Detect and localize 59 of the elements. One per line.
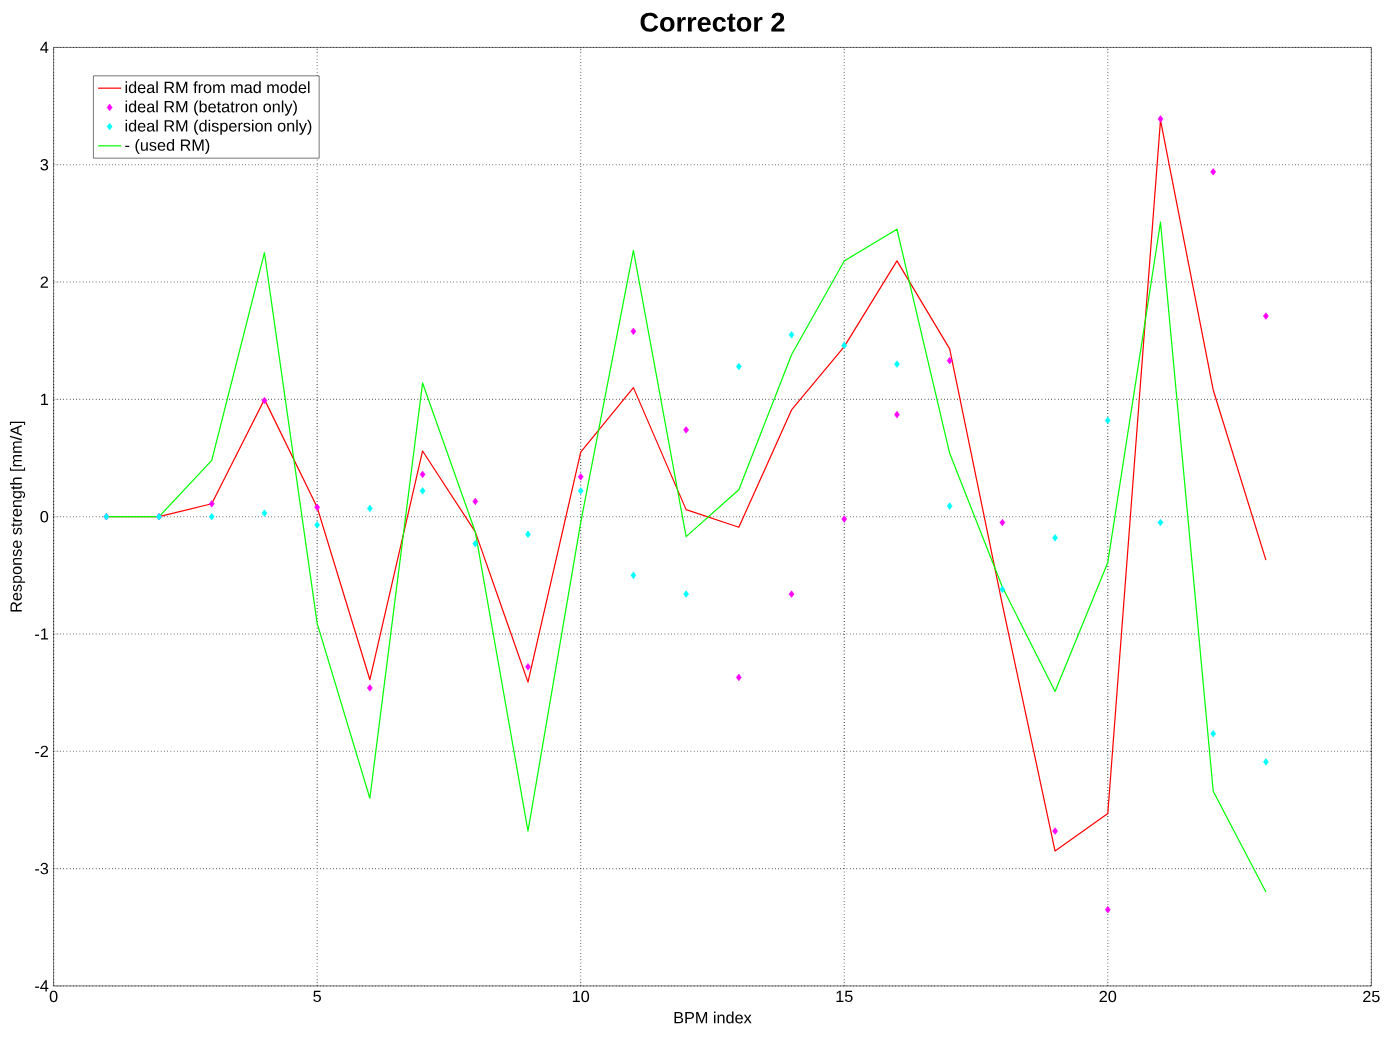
point bbox=[525, 663, 531, 671]
point bbox=[946, 357, 953, 365]
point bbox=[419, 470, 426, 479]
point bbox=[894, 411, 900, 419]
point bbox=[999, 585, 1006, 594]
y-tick-label: 2 bbox=[40, 276, 49, 288]
x-tick-label: 20 bbox=[1099, 990, 1117, 1003]
point bbox=[630, 571, 637, 580]
y-tick-label: -3 bbox=[35, 862, 49, 875]
y-tick-label: 1 bbox=[41, 393, 49, 406]
point bbox=[788, 590, 795, 598]
legend-label: ideal RM (betatron only) bbox=[125, 100, 297, 116]
point bbox=[999, 518, 1006, 527]
point bbox=[1210, 168, 1217, 176]
point bbox=[946, 502, 953, 510]
legend-label: ideal RM from mad model bbox=[125, 81, 310, 94]
point bbox=[208, 513, 215, 521]
y-tick-label: -1 bbox=[35, 628, 49, 640]
point bbox=[683, 426, 689, 434]
point bbox=[1157, 115, 1164, 123]
point bbox=[1052, 827, 1058, 835]
x-tick-label: 5 bbox=[313, 990, 321, 1003]
x-tick-label: 25 bbox=[1363, 990, 1380, 1003]
y-tick-label: -4 bbox=[35, 980, 49, 992]
y-axis-title: Response strength [mm/A] bbox=[9, 421, 26, 612]
point bbox=[841, 515, 848, 523]
point bbox=[1157, 518, 1164, 527]
point bbox=[367, 684, 373, 692]
point bbox=[261, 509, 268, 517]
y-tick-label: 3 bbox=[40, 159, 49, 171]
point bbox=[841, 341, 848, 350]
point bbox=[577, 473, 584, 481]
point bbox=[314, 521, 320, 529]
point bbox=[1052, 534, 1058, 542]
point bbox=[419, 487, 426, 495]
x-tick-label: 15 bbox=[836, 990, 853, 1003]
point bbox=[894, 360, 900, 368]
point bbox=[788, 331, 795, 339]
y-tick-label: 4 bbox=[40, 41, 49, 54]
point bbox=[1104, 416, 1111, 425]
legend-label: - (used RM) bbox=[125, 139, 210, 155]
point bbox=[261, 396, 268, 405]
point bbox=[577, 487, 584, 495]
legend-label: ideal RM (dispersion only) bbox=[125, 119, 312, 135]
point bbox=[630, 327, 637, 336]
point bbox=[1104, 906, 1111, 914]
point bbox=[472, 497, 479, 506]
chart-title: Corrector 2 bbox=[640, 12, 785, 32]
point bbox=[472, 540, 479, 548]
point bbox=[208, 500, 215, 508]
point bbox=[1210, 730, 1217, 738]
point bbox=[1263, 312, 1269, 320]
x-tick-label: 0 bbox=[49, 990, 58, 1003]
point bbox=[683, 590, 689, 598]
y-tick-label: 0 bbox=[40, 511, 49, 523]
x-tick-label: 10 bbox=[572, 990, 590, 1003]
y-tick-label: -2 bbox=[35, 745, 49, 758]
x-axis-title: BPM index bbox=[674, 1011, 752, 1024]
point bbox=[1263, 758, 1269, 766]
